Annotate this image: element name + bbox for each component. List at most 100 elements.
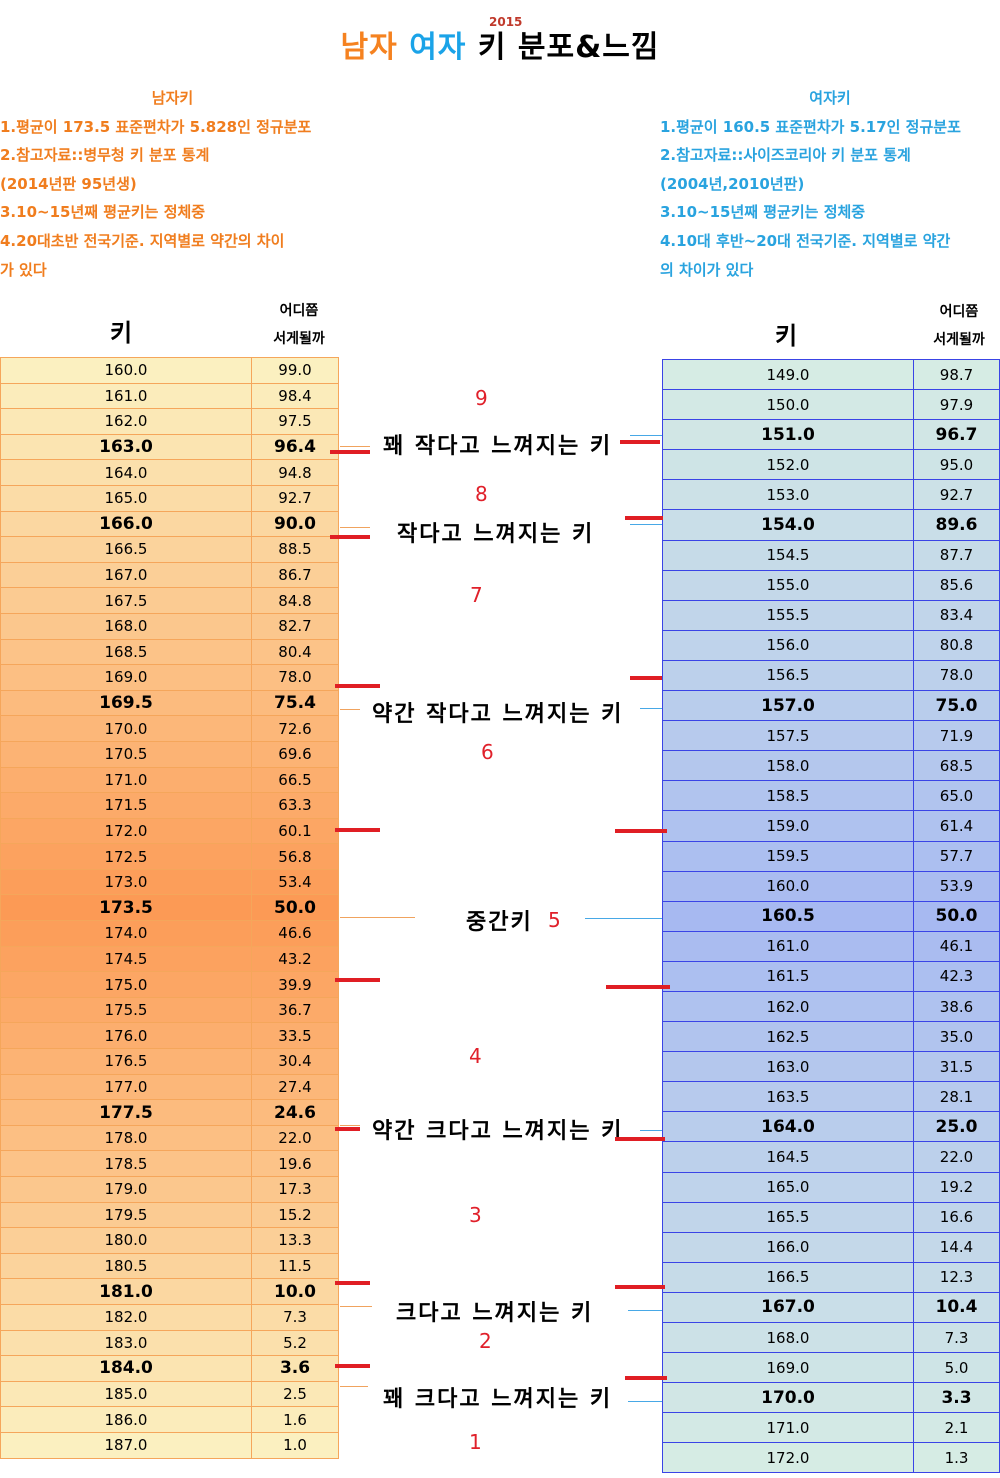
- height-cell: 166.5: [0, 536, 252, 563]
- table-row: 163.0 31.5: [662, 1051, 1000, 1083]
- table-row: 167.5 84.8: [0, 587, 339, 614]
- percentile-cell: 5.2: [251, 1329, 339, 1357]
- table-row: 178.5 19.6: [0, 1150, 339, 1177]
- height-cell: 167.5: [0, 587, 252, 614]
- table-row: 153.0 92.7: [662, 479, 1000, 511]
- zone-number: 6: [481, 740, 494, 764]
- percentile-cell: 53.4: [251, 868, 339, 896]
- percentile-cell: 31.5: [913, 1051, 1000, 1083]
- table-row: 154.0 89.6: [662, 509, 1000, 541]
- category-label: 중간키: [466, 910, 533, 935]
- table-row: 179.0 17.3: [0, 1176, 339, 1203]
- male-info-line: 4.20대초반 전국기준. 지역별로 약간의 차이: [0, 231, 285, 250]
- percentile-cell: 33.5: [251, 1022, 339, 1050]
- percentile-cell: 13.3: [251, 1227, 339, 1254]
- height-cell: 186.0: [0, 1406, 252, 1433]
- height-cell: 180.5: [0, 1252, 252, 1280]
- table-row: 176.0 33.5: [0, 1022, 339, 1050]
- percentile-cell: 25.0: [913, 1111, 1000, 1143]
- zone-number: 2: [479, 1329, 492, 1353]
- percentile-cell: 99.0: [251, 357, 339, 384]
- table-row: 162.0 97.5: [0, 408, 339, 435]
- height-cell: 182.0: [0, 1303, 252, 1331]
- height-cell: 176.5: [0, 1048, 252, 1075]
- height-cell: 172.0: [662, 1442, 914, 1474]
- percentile-cell: 14.4: [913, 1231, 1000, 1263]
- connector-line: [340, 527, 370, 528]
- height-cell: 168.5: [0, 638, 252, 666]
- height-cell: 162.0: [0, 408, 252, 435]
- height-cell: 152.0: [662, 449, 914, 481]
- percentile-cell: 1.0: [251, 1431, 339, 1459]
- percentile-cell: 2.1: [913, 1412, 1000, 1444]
- percentile-cell: 97.9: [913, 389, 1000, 421]
- male-height-header: 키: [110, 319, 133, 347]
- category-label: 약간 크다고 느껴지는 키: [372, 1119, 624, 1144]
- height-cell: 159.0: [662, 810, 914, 842]
- table-row: 149.0 98.7: [662, 358, 1000, 391]
- percentile-cell: 80.8: [913, 629, 1000, 661]
- height-cell: 167.0: [662, 1291, 914, 1324]
- percentile-cell: 57.7: [913, 840, 1000, 872]
- table-row: 159.5 57.7: [662, 840, 1000, 872]
- percentile-cell: 15.2: [251, 1201, 339, 1229]
- zone-number: 3: [469, 1203, 482, 1227]
- title-male: 남자: [340, 30, 398, 65]
- height-cell: 161.5: [662, 960, 914, 992]
- table-row: 173.0 53.4: [0, 868, 339, 896]
- percentile-cell: 85.6: [913, 569, 1000, 601]
- boundary-marker: [335, 1364, 370, 1368]
- table-row: 152.0 95.0: [662, 449, 1000, 481]
- height-cell: 163.0: [662, 1051, 914, 1083]
- height-cell: 171.5: [0, 792, 252, 819]
- table-row: 155.0 85.6: [662, 569, 1000, 601]
- percentile-cell: 75.4: [251, 689, 339, 717]
- table-row: 178.0 22.0: [0, 1124, 339, 1152]
- connector-line: [340, 1125, 360, 1126]
- table-row: 164.0 94.8: [0, 459, 339, 486]
- table-row: 183.0 5.2: [0, 1329, 339, 1357]
- female-info: 여자키 1.평균이 160.5 표준편차가 5.17인 정규분포 2.참고자료:…: [660, 84, 1000, 284]
- category-label: 꽤 작다고 느껴지는 키: [383, 434, 613, 459]
- height-cell: 164.5: [662, 1141, 914, 1173]
- table-row: 172.5 56.8: [0, 843, 339, 870]
- percentile-cell: 3.6: [251, 1355, 339, 1382]
- where-header-line: 어디쯤: [279, 303, 319, 319]
- connector-line: [640, 708, 662, 709]
- male-info-line: 2.참고자료::병무청 키 분포 통계: [0, 146, 210, 165]
- height-cell: 174.5: [0, 945, 252, 973]
- percentile-cell: 1.6: [251, 1406, 339, 1433]
- boundary-marker: [335, 1127, 360, 1131]
- height-cell: 178.5: [0, 1150, 252, 1177]
- height-cell: 176.0: [0, 1022, 252, 1050]
- table-row: 182.0 7.3: [0, 1303, 339, 1331]
- where-header-line: 서게될까: [933, 332, 985, 348]
- percentile-cell: 39.9: [251, 971, 339, 998]
- table-row: 180.5 11.5: [0, 1252, 339, 1280]
- percentile-cell: 7.3: [913, 1321, 1000, 1354]
- boundary-marker: [335, 684, 380, 688]
- height-cell: 154.5: [662, 539, 914, 571]
- height-cell: 183.0: [0, 1329, 252, 1357]
- percentile-cell: 16.6: [913, 1201, 1000, 1233]
- height-cell: 158.5: [662, 780, 914, 812]
- boundary-marker: [330, 535, 370, 539]
- height-cell: 177.0: [0, 1073, 252, 1101]
- height-cell: 157.5: [662, 720, 914, 752]
- height-cell: 171.0: [662, 1412, 914, 1444]
- table-row: 161.0 46.1: [662, 930, 1000, 962]
- height-cell: 174.0: [0, 920, 252, 947]
- percentile-cell: 65.0: [913, 780, 1000, 812]
- table-row: 185.0 2.5: [0, 1380, 339, 1408]
- percentile-cell: 98.4: [251, 382, 339, 410]
- table-row: 170.0 72.6: [0, 715, 339, 742]
- zone-number: 1: [469, 1430, 482, 1454]
- height-cell: 178.0: [0, 1124, 252, 1152]
- table-row: 163.5 28.1: [662, 1081, 1000, 1113]
- connector-line: [585, 918, 662, 919]
- connector-line: [340, 1386, 368, 1387]
- percentile-cell: 95.0: [913, 449, 1000, 481]
- percentile-cell: 50.0: [251, 894, 339, 922]
- percentile-cell: 78.0: [913, 659, 1000, 692]
- table-row: 171.0 66.5: [0, 766, 339, 794]
